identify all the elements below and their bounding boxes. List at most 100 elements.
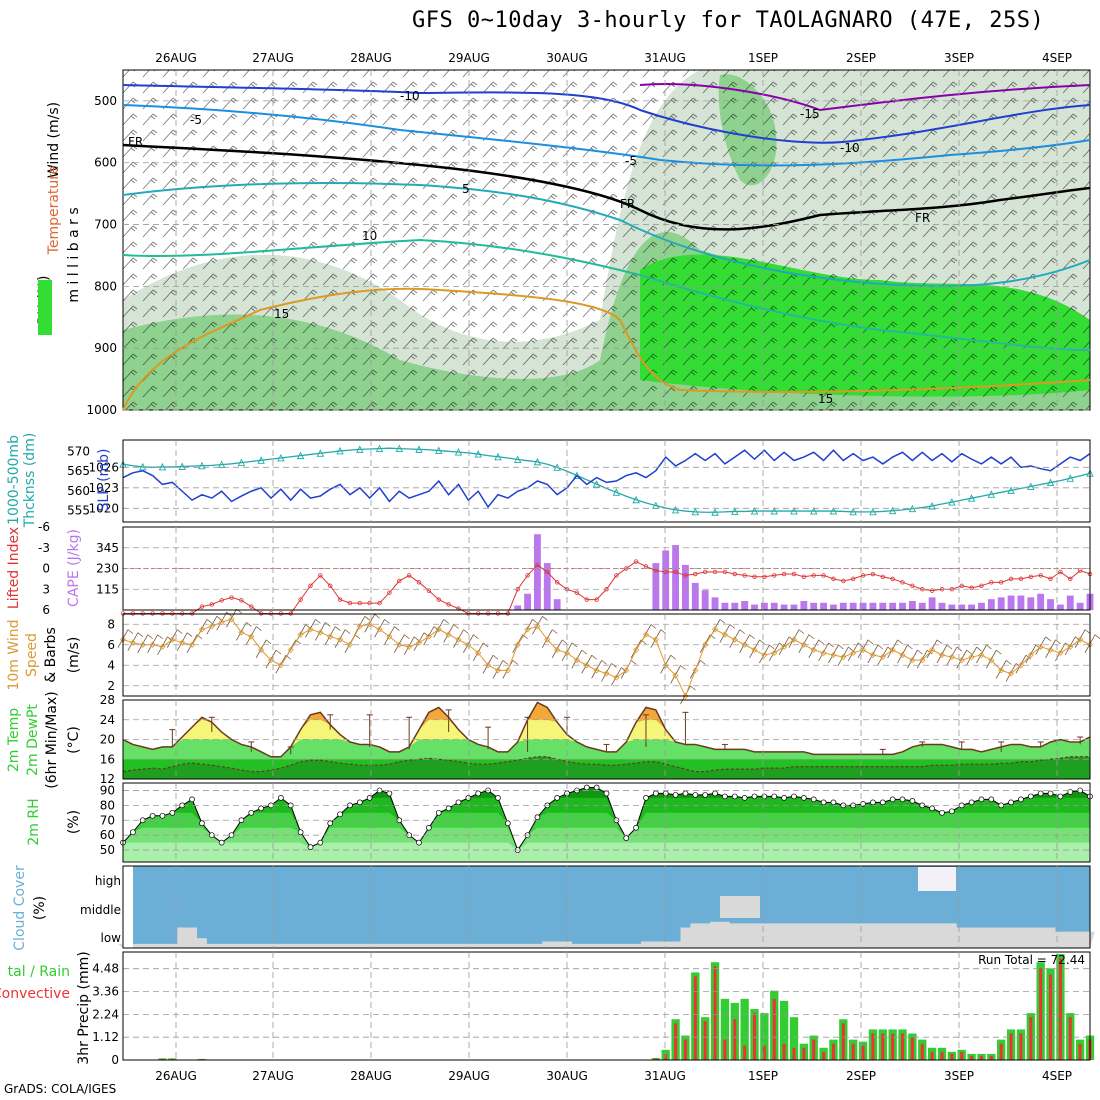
thickness-marker bbox=[1027, 482, 1035, 490]
wind-barb bbox=[828, 644, 844, 664]
wind-barb bbox=[443, 624, 459, 643]
axis-label: CAPE (J/kg) bbox=[66, 529, 82, 607]
rh-marker bbox=[988, 796, 995, 803]
tick-label: 1023 bbox=[88, 481, 119, 495]
cape-bar bbox=[800, 600, 808, 610]
rh-marker bbox=[317, 839, 324, 846]
contour-label: 10 bbox=[362, 229, 377, 243]
cape-bar bbox=[652, 563, 660, 610]
wind-marker bbox=[1057, 649, 1064, 657]
wind-marker bbox=[208, 623, 215, 630]
top-date-label: 3SEP bbox=[944, 51, 974, 65]
li-marker bbox=[446, 602, 451, 607]
thickness-marker bbox=[395, 444, 404, 453]
tick-label: 4.48 bbox=[92, 962, 119, 976]
thickness-marker bbox=[987, 490, 996, 498]
axis-label: (%) bbox=[32, 896, 48, 920]
wind-marker bbox=[317, 629, 324, 636]
tick-label: 90 bbox=[100, 783, 115, 797]
precip-convective-bar bbox=[772, 998, 776, 1060]
rh-marker bbox=[426, 824, 432, 831]
axis-label: (6hr Min/Max) bbox=[44, 691, 60, 788]
rh-marker bbox=[929, 805, 935, 812]
wind-marker bbox=[248, 633, 255, 640]
wind-barb bbox=[907, 649, 923, 669]
precip-convective-bar bbox=[170, 1058, 174, 1060]
wind-marker bbox=[149, 641, 156, 648]
thickness-marker bbox=[790, 507, 798, 515]
axis-label: 3hr Precip (mm) bbox=[76, 951, 92, 1064]
rh-marker bbox=[731, 793, 738, 800]
cape-bar bbox=[691, 582, 699, 610]
tick-label: 0 bbox=[111, 1053, 119, 1067]
cape-bar bbox=[849, 602, 857, 610]
precip-convective-bar bbox=[1039, 968, 1043, 1060]
axis-label: (°C) bbox=[66, 726, 82, 754]
wind-marker bbox=[633, 646, 640, 653]
li-marker bbox=[663, 569, 668, 575]
wind-marker bbox=[406, 643, 413, 650]
tick-label: 70 bbox=[100, 813, 115, 827]
rh-marker bbox=[830, 799, 837, 806]
rh-marker bbox=[652, 790, 659, 797]
precip-convective-bar bbox=[920, 1043, 924, 1060]
precip-convective-bar bbox=[940, 1051, 944, 1060]
top-date-label: 29AUG bbox=[448, 51, 490, 65]
rh-marker bbox=[248, 809, 255, 816]
wind-barb bbox=[798, 634, 815, 653]
tick-label: 1020 bbox=[88, 501, 119, 515]
thickness-marker bbox=[435, 446, 443, 454]
li-marker bbox=[525, 573, 530, 578]
wind-barb bbox=[995, 660, 1012, 679]
rh-marker bbox=[662, 790, 669, 797]
tick-label: 2.24 bbox=[92, 1007, 119, 1021]
wind-barb bbox=[788, 629, 805, 648]
wind-marker bbox=[524, 626, 531, 633]
li-marker bbox=[791, 571, 797, 577]
rh-legend-swatch bbox=[38, 280, 52, 335]
wind-barb bbox=[719, 624, 736, 643]
cape-panel-frame bbox=[122, 526, 1091, 611]
rh-marker bbox=[1057, 793, 1064, 800]
wind-barb bbox=[236, 622, 252, 641]
rh-marker bbox=[672, 792, 679, 798]
ylabel-temp: Temperature bbox=[46, 166, 62, 256]
rh-marker bbox=[435, 809, 442, 816]
thickness-marker bbox=[948, 498, 956, 506]
thickness-marker bbox=[612, 488, 621, 496]
li-marker bbox=[584, 597, 589, 602]
rh-marker bbox=[1018, 796, 1024, 803]
wind-marker bbox=[544, 636, 551, 643]
wind-marker bbox=[475, 649, 482, 657]
rh-panel-frame bbox=[122, 782, 1091, 863]
thickness-marker bbox=[928, 501, 936, 510]
cape-bar bbox=[1007, 595, 1015, 610]
cape-bar bbox=[770, 602, 778, 610]
cape-bar bbox=[731, 602, 739, 610]
tick-label: 560 bbox=[67, 484, 90, 498]
tick-label: 60 bbox=[100, 828, 115, 842]
middle-cloud-patch bbox=[720, 896, 760, 918]
bottom-date-label: 29AUG bbox=[448, 1069, 490, 1083]
cape-bar bbox=[1017, 595, 1025, 610]
contour-label: 5 bbox=[462, 182, 470, 196]
precip-convective-bar bbox=[782, 1043, 786, 1060]
thickness-marker bbox=[770, 507, 778, 515]
rh-marker bbox=[909, 798, 916, 804]
thickness-marker bbox=[257, 456, 265, 464]
wind-marker bbox=[366, 621, 373, 628]
rh-marker bbox=[968, 799, 975, 806]
li-marker bbox=[1028, 574, 1033, 579]
tick-label: 6 bbox=[107, 638, 115, 652]
li-marker bbox=[337, 597, 343, 602]
cape-bar bbox=[869, 602, 877, 610]
precip-total-bar bbox=[789, 1017, 799, 1060]
li-marker bbox=[189, 611, 195, 616]
wind-marker bbox=[1037, 643, 1044, 650]
li-marker bbox=[258, 611, 264, 616]
tick-label: 28 bbox=[100, 693, 115, 707]
axis-label: Cloud Cover bbox=[12, 865, 28, 951]
contour-label: FR bbox=[915, 211, 930, 225]
thickness-marker bbox=[1007, 486, 1015, 494]
li-marker bbox=[288, 611, 293, 616]
